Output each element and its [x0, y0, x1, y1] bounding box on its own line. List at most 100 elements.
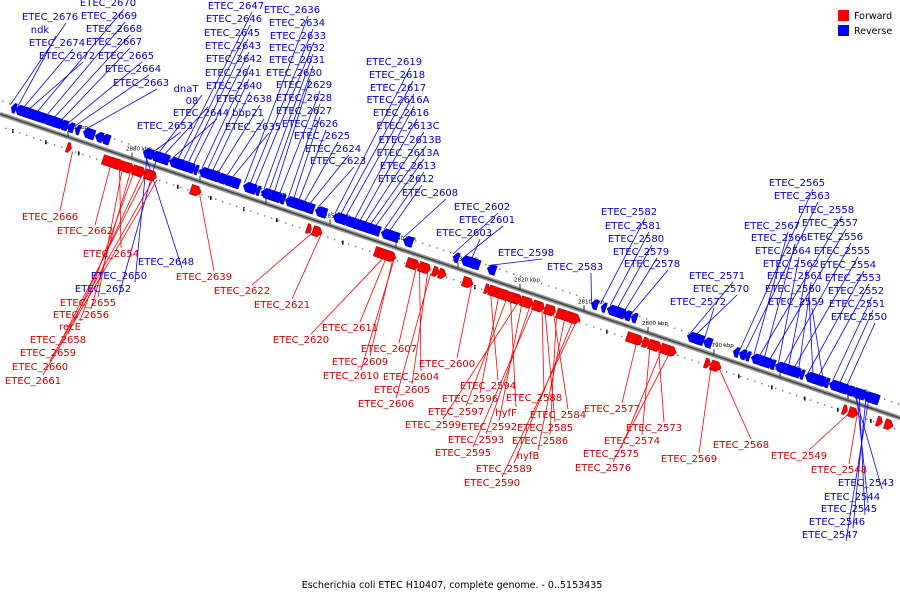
guide-dot	[677, 354, 679, 357]
guide-dot	[681, 330, 683, 332]
gene-label-reverse: ETEC_2551	[829, 299, 885, 310]
gene-label-forward: ETEC_2589	[476, 464, 532, 475]
leader-line-reverse	[600, 217, 646, 305]
guide-dot	[716, 341, 718, 344]
guide-dot	[180, 186, 182, 189]
minor-mark	[870, 418, 872, 423]
leader-line-reverse	[206, 78, 250, 171]
gene-arrows	[10, 103, 894, 430]
guide-dot	[348, 243, 350, 245]
gene-label-forward: recE	[59, 322, 81, 333]
gene-label-reverse: dnaT	[174, 84, 200, 95]
gene-label-reverse: ETEC_2598	[498, 248, 554, 259]
gene-label-reverse: ETEC_2562	[763, 259, 819, 270]
leader-line-reverse	[704, 307, 715, 339]
legend: Forward Reverse	[838, 10, 892, 37]
leader-line-reverse	[858, 391, 866, 516]
guide-dot	[891, 400, 893, 403]
gene-label-reverse: ETEC_2612	[378, 174, 434, 185]
gene-label-reverse: ETEC_2547	[802, 530, 858, 541]
guide-dot	[534, 280, 536, 282]
scale-tick-label: 2800 kbp	[642, 321, 668, 327]
guide-dot	[866, 418, 868, 420]
guide-dot	[135, 145, 137, 147]
leader-line-reverse	[488, 258, 543, 266]
leader-line-reverse	[739, 188, 814, 351]
gene-arrow-forward	[436, 267, 447, 280]
gene-label-forward: ETEC_2593	[448, 435, 504, 446]
leader-line-reverse	[143, 149, 183, 269]
leader-line-reverse	[308, 154, 350, 206]
leader-line-reverse	[74, 74, 150, 127]
leader-line-reverse	[85, 88, 158, 130]
gene-label-reverse: ETEC_2580	[608, 234, 664, 245]
guide-dot	[873, 420, 875, 423]
gene-arrow-forward	[512, 293, 523, 305]
guide-dot	[142, 147, 144, 150]
gene-label-reverse: ETEC_2624	[305, 144, 361, 155]
minor-mark	[78, 151, 80, 156]
gene-label-forward: ETEC_2666	[22, 212, 78, 223]
gene-label-reverse: ETEC_2556	[807, 232, 863, 243]
guide-dot	[775, 387, 777, 390]
leader-line-reverse	[249, 28, 314, 186]
guide-dot	[667, 325, 669, 327]
gene-label-reverse: ETEC_2643	[205, 41, 261, 52]
gene-label-forward: ETEC_2661	[5, 376, 61, 387]
guide-dot	[898, 403, 900, 405]
gene-label-forward: ETEC_2577	[584, 404, 640, 415]
genome-caption: Escherichia coli ETEC H10407, complete g…	[302, 580, 603, 591]
genome-backbone-core	[0, 113, 900, 419]
guide-dot	[292, 224, 294, 227]
leader-line-reverse	[758, 215, 843, 357]
gene-arrow-reverse	[314, 206, 329, 219]
gene-arrow-reverse	[186, 162, 196, 174]
gene-label-reverse: ETEC_2642	[206, 54, 262, 65]
gene-arrow-reverse	[254, 185, 262, 197]
guide-dot	[19, 132, 21, 134]
leader-line-reverse	[288, 103, 321, 198]
leader-line-reverse	[192, 51, 250, 167]
guide-dot	[754, 380, 756, 383]
gene-arrow-forward	[114, 159, 123, 170]
gene-arrow-reverse	[228, 177, 242, 190]
scale-tick-label: 2880 kbp	[126, 147, 152, 153]
leader-line-reverse	[369, 145, 427, 226]
gene-label-reverse: ETEC_2630	[266, 68, 322, 79]
guide-dot	[639, 315, 641, 318]
guide-dot	[506, 270, 508, 273]
leader-line-reverse	[187, 38, 249, 165]
gene-arrow-forward	[460, 275, 474, 289]
gene-arrow-reverse	[630, 312, 639, 324]
guide-dot	[485, 263, 487, 266]
guide-dot	[607, 331, 609, 333]
gene-label-reverse: ETEC_2553	[825, 273, 881, 284]
leader-line-forward	[369, 258, 394, 357]
leader-line-reverse	[317, 166, 355, 208]
guide-dot	[355, 245, 357, 248]
scale-tick-label: 2890 kbp	[62, 125, 88, 131]
guide-dot	[257, 212, 259, 215]
gene-label-forward: ETEC_2596	[442, 394, 498, 405]
guide-dot	[446, 276, 448, 279]
gene-label-reverse: ETEC_2641	[205, 68, 261, 79]
gene-arrow-reverse	[38, 112, 48, 124]
minor-mark	[606, 329, 608, 334]
gene-label-reverse: ETEC_2613B	[378, 135, 441, 146]
guide-dot	[632, 313, 634, 315]
scale-tick-label: 2790 kbp	[708, 343, 734, 349]
guide-dot	[33, 137, 35, 139]
gene-label-forward: ETEC_2586	[512, 436, 568, 447]
gene-label-forward: ETEC_2595	[435, 448, 491, 459]
gene-label-reverse: ETEC_2613A	[376, 148, 439, 159]
gene-label-reverse: ETEC_2571	[689, 271, 745, 282]
leader-line-reverse	[46, 21, 126, 116]
gene-arrow-forward	[410, 258, 420, 271]
gene-label-forward: ETEC_2575	[583, 449, 639, 460]
leader-line-forward	[719, 369, 752, 440]
leader-line-reverse	[783, 242, 852, 365]
gene-arrow-reverse	[798, 369, 806, 380]
gene-label-reverse: ETEC_2583	[547, 262, 603, 273]
gene-arrow-forward	[568, 312, 581, 325]
